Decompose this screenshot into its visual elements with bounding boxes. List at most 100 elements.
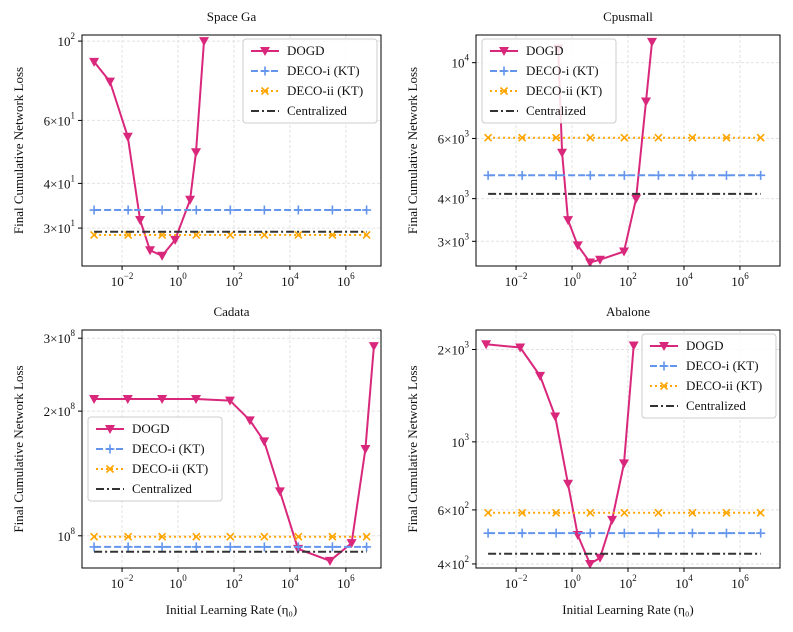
panel-title: Cpusmall — [603, 9, 653, 24]
y-tick-label: 4×102 — [438, 554, 469, 572]
marker — [274, 487, 285, 497]
marker — [135, 216, 146, 226]
marker — [484, 508, 493, 517]
marker — [586, 508, 595, 517]
y-tick-label: 4×103 — [438, 189, 470, 207]
y-tick-label: 108 — [58, 526, 76, 544]
panel: Space Ga Final Cumulative Network Loss 10−… — [11, 9, 382, 289]
marker — [346, 539, 357, 549]
y-tick-label: 104 — [452, 53, 470, 71]
axes-frame — [475, 329, 781, 569]
x-tick-label: 102 — [619, 271, 637, 289]
marker — [226, 532, 235, 541]
series-line — [557, 41, 653, 264]
marker — [563, 479, 574, 489]
y-tick-label: 3×103 — [438, 231, 470, 249]
marker — [89, 57, 100, 67]
marker — [192, 532, 201, 541]
marker — [518, 508, 527, 517]
marker — [688, 133, 697, 142]
marker — [158, 532, 167, 541]
y-axis-label: Final Cumulative Network Loss — [11, 67, 26, 234]
legend-label: DOGD — [132, 421, 170, 436]
legend-marker — [105, 425, 115, 434]
panel: Cpusmall Final Cumulative Network Loss 10−… — [405, 9, 781, 289]
marker — [551, 170, 561, 180]
marker — [157, 394, 168, 404]
legend-label: Centralized — [526, 103, 586, 118]
marker — [619, 170, 629, 180]
y-axis-label: Final Cumulative Network Loss — [405, 365, 420, 532]
marker — [481, 340, 492, 350]
x-tick-label: 102 — [225, 271, 243, 289]
legend-label: DECO-i (KT) — [132, 441, 205, 456]
legend-label: DECO-i (KT) — [526, 63, 599, 78]
marker — [362, 542, 372, 552]
marker — [199, 37, 210, 47]
marker — [641, 97, 652, 107]
marker — [756, 508, 765, 517]
x-tick-label: 100 — [563, 573, 581, 591]
marker — [595, 255, 606, 265]
y-tick-label: 4×101 — [44, 173, 75, 191]
legend-marker — [499, 47, 509, 56]
y-axis-label: Final Cumulative Network Loss — [11, 365, 26, 532]
marker — [585, 258, 596, 266]
panel-title: Cadata — [213, 304, 249, 319]
legend-label: DECO-ii (KT) — [526, 83, 602, 98]
plot-area — [483, 37, 766, 266]
marker — [619, 528, 629, 538]
marker — [552, 508, 561, 517]
marker — [362, 532, 371, 541]
marker — [191, 394, 202, 404]
legend-marker — [105, 444, 115, 454]
x-tick-label: 10−2 — [111, 573, 134, 591]
x-tick-label: 102 — [619, 573, 637, 591]
marker — [653, 528, 663, 538]
marker — [585, 528, 595, 538]
legend-label: DOGD — [287, 43, 325, 58]
y-axis-label: Final Cumulative Network Loss — [405, 67, 420, 234]
x-axis-label: Initial Learning Rate (η₀) — [166, 602, 298, 617]
plot-area — [89, 37, 372, 261]
marker — [721, 528, 731, 538]
marker — [550, 412, 561, 422]
y-tick-label: 6×103 — [438, 129, 470, 147]
axes-frame — [475, 34, 781, 267]
panel-title: Abalone — [606, 304, 650, 319]
marker — [191, 542, 201, 552]
marker — [620, 508, 629, 517]
legend-marker — [105, 464, 115, 474]
marker — [104, 77, 115, 87]
legend-marker — [499, 86, 509, 96]
marker — [572, 241, 583, 251]
x-tick-label: 100 — [563, 271, 581, 289]
marker — [721, 170, 731, 180]
marker — [595, 553, 606, 563]
marker — [260, 532, 269, 541]
legend: DOGD DECO-i (KT) DECO-ii (KT) Centralized — [641, 333, 777, 419]
marker — [688, 508, 697, 517]
legend-label: Centralized — [287, 103, 347, 118]
marker — [687, 528, 697, 538]
marker — [619, 459, 630, 469]
y-tick-label: 2×103 — [438, 340, 470, 358]
marker — [327, 542, 337, 552]
marker — [360, 445, 371, 455]
legend-marker — [260, 47, 270, 56]
x-axis-label: Initial Learning Rate (η₀) — [562, 602, 694, 617]
series-line — [486, 343, 635, 566]
marker — [89, 394, 100, 404]
marker — [619, 247, 630, 257]
x-tick-label: 104 — [281, 271, 299, 289]
marker — [170, 235, 181, 245]
marker — [687, 170, 697, 180]
legend-box — [641, 333, 777, 419]
legend-marker — [659, 361, 669, 371]
marker — [122, 394, 133, 404]
marker — [244, 416, 255, 426]
legend-label: Centralized — [686, 398, 746, 413]
panel: Cadata Final Cumulative Network Loss Initi… — [11, 304, 382, 617]
x-tick-label: 10−2 — [505, 271, 528, 289]
